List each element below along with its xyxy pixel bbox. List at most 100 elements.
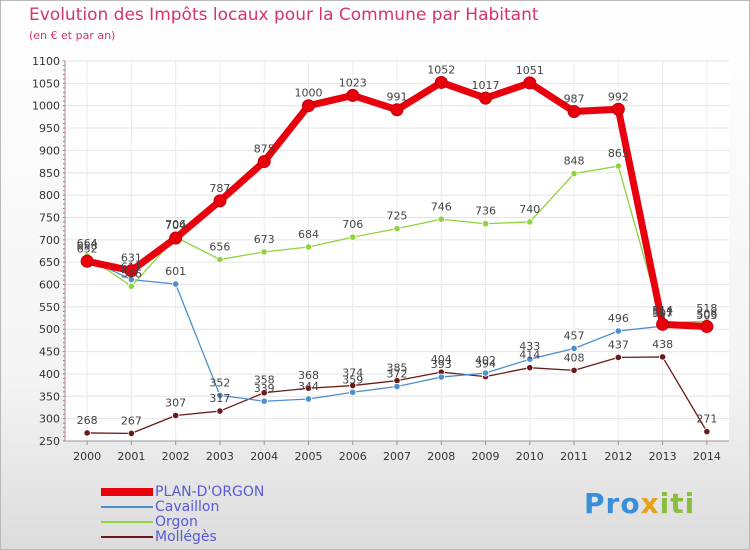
data-point-orgon [526, 218, 534, 226]
y-tick-label: 500 [39, 323, 60, 336]
x-tick-label: 2007 [383, 450, 411, 463]
data-label-orgon: 725 [387, 210, 408, 223]
data-point-moll-g-s [526, 364, 534, 372]
legend-label: Cavaillon [155, 499, 220, 515]
y-tick-label: 400 [39, 368, 60, 381]
data-label-cavaillon: 344 [298, 380, 319, 393]
data-point-plan-d-orgon [346, 88, 360, 102]
y-tick-label: 800 [39, 189, 60, 202]
data-point-plan-d-orgon [700, 320, 714, 334]
data-label-moll-g-s: 437 [608, 338, 629, 351]
x-tick-label: 2006 [339, 450, 367, 463]
x-tick-label: 2014 [693, 450, 721, 463]
data-point-moll-g-s [260, 389, 268, 397]
data-labels: 652 631 704 787 875 1000 1023 991 1052 1017 1051 98… [77, 63, 718, 427]
legend-swatch [101, 506, 153, 508]
data-label-plan-d-orgon: 875 [254, 143, 275, 156]
legend-label: Orgon [155, 514, 198, 530]
data-point-orgon [260, 248, 268, 256]
y-tick-label: 750 [39, 211, 60, 224]
data-label-moll-g-s: 438 [652, 338, 673, 351]
data-label-orgon: 596 [121, 267, 142, 280]
y-tick-label: 1050 [32, 77, 60, 90]
data-label-orgon: 865 [608, 147, 629, 160]
data-point-orgon [216, 255, 224, 264]
data-point-plan-d-orgon [124, 264, 138, 278]
x-tick-label: 2003 [206, 450, 234, 463]
data-label-plan-d-orgon: 1017 [472, 79, 500, 92]
y-tick-label: 950 [39, 122, 60, 135]
y-tick-label: 550 [39, 301, 60, 314]
data-point-cavaillon [526, 355, 534, 363]
y-tick-label: 600 [39, 279, 60, 292]
data-label-moll-g-s: 268 [77, 414, 98, 427]
data-label-cavaillon: 352 [209, 376, 230, 389]
data-label-moll-g-s: 317 [209, 392, 230, 405]
data-label-plan-d-orgon: 987 [564, 93, 585, 106]
data-point-plan-d-orgon [523, 76, 537, 90]
data-point-cavaillon [393, 382, 401, 391]
data-label-orgon: 848 [564, 155, 585, 168]
y-tick-label: 650 [39, 256, 60, 269]
legend-swatch [101, 536, 153, 538]
data-label-cavaillon: 457 [564, 329, 585, 342]
data-point-cavaillon [172, 280, 180, 288]
data-point-orgon [127, 282, 135, 290]
data-label-plan-d-orgon: 1052 [427, 63, 455, 76]
data-label-orgon: 664 [77, 237, 98, 250]
data-point-cavaillon [349, 388, 357, 396]
x-tick-label: 2002 [162, 450, 190, 463]
data-label-plan-d-orgon: 511 [652, 305, 673, 318]
data-label-cavaillon: 393 [431, 358, 452, 371]
y-tick-label: 300 [39, 413, 60, 426]
data-point-orgon [304, 243, 313, 251]
data-point-orgon [570, 170, 578, 178]
data-point-plan-d-orgon [213, 194, 227, 208]
data-label-cavaillon: 507 [652, 307, 673, 320]
data-point-plan-d-orgon [80, 254, 94, 268]
data-point-orgon [614, 162, 622, 170]
data-point-moll-g-s [614, 353, 622, 361]
data-label-orgon: 673 [254, 233, 275, 246]
data-label-plan-d-orgon: 631 [121, 252, 142, 265]
data-point-orgon [393, 225, 401, 233]
x-tick-label: 2011 [560, 450, 588, 463]
data-point-plan-d-orgon [301, 99, 315, 113]
data-label-plan-d-orgon: 1000 [294, 87, 322, 100]
data-label-cavaillon: 611 [121, 261, 142, 274]
data-label-orgon: 706 [165, 218, 186, 231]
data-point-cavaillon [304, 395, 313, 403]
data-point-cavaillon [614, 327, 622, 335]
y-tick-label: 700 [39, 234, 60, 247]
data-label-moll-g-s: 404 [431, 353, 452, 366]
data-point-plan-d-orgon [567, 105, 581, 119]
data-point-cavaillon [437, 373, 445, 381]
data-label-cavaillon: 496 [608, 312, 629, 325]
x-tick-label: 2000 [73, 450, 101, 463]
data-point-moll-g-s [658, 353, 667, 361]
x-tick-label: 2005 [294, 450, 322, 463]
data-point-cavaillon [570, 344, 578, 353]
data-label-orgon: 706 [342, 218, 363, 231]
data-point-orgon [349, 233, 357, 241]
data-label-plan-d-orgon: 1023 [339, 76, 367, 89]
data-point-cavaillon [216, 391, 224, 399]
data-label-plan-d-orgon: 991 [387, 91, 408, 104]
data-point-moll-g-s [570, 366, 578, 374]
data-label-moll-g-s: 267 [121, 414, 142, 427]
data-label-moll-g-s: 374 [342, 367, 363, 380]
data-point-plan-d-orgon [434, 75, 448, 89]
data-label-moll-g-s: 385 [387, 362, 408, 375]
data-point-moll-g-s [703, 428, 711, 436]
data-point-plan-d-orgon [169, 231, 183, 245]
data-label-moll-g-s: 394 [475, 358, 496, 371]
data-label-cavaillon: 503 [696, 309, 717, 322]
y-tick-label: 450 [39, 346, 60, 359]
y-tick-label: 1100 [32, 55, 60, 68]
data-label-cavaillon: 658 [77, 240, 98, 253]
data-point-orgon [481, 220, 490, 228]
data-point-moll-g-s [127, 429, 135, 437]
data-point-cavaillon [260, 397, 268, 405]
